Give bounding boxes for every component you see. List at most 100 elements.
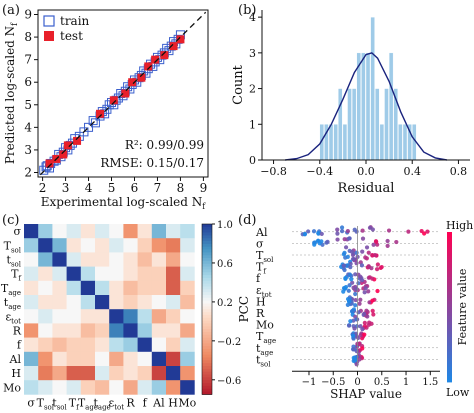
colorbar-segment (202, 229, 212, 233)
heatmap-cell (137, 266, 153, 282)
heatmap-cell (166, 238, 181, 253)
column-label: σ (27, 396, 35, 409)
feature-label: tage (256, 342, 273, 357)
feature-value-colorbar (447, 232, 452, 383)
heatmap-cell (95, 366, 110, 381)
y-tick-label: 1 (249, 118, 256, 131)
heatmap-cell (109, 337, 124, 353)
legend-marker-test (44, 31, 54, 41)
colorbar-segment (202, 320, 212, 324)
shap-dot (311, 229, 317, 234)
colorbar-segment (202, 323, 212, 327)
colorbar-segment (202, 366, 212, 370)
column-label: εtot (109, 396, 125, 411)
heatmap-cell (24, 380, 39, 395)
heatmap-cell (123, 295, 138, 310)
heatmap-cell (137, 238, 153, 253)
heatmap-cell (66, 366, 82, 381)
histogram-bar (375, 88, 380, 161)
colorbar-segment (202, 363, 212, 367)
train-point (90, 118, 100, 128)
metric-r2: R²: 0.99/0.99 (125, 138, 204, 152)
column-label: Tage (78, 396, 98, 411)
x-tick-label: 1 (403, 377, 409, 388)
histogram-bar (351, 88, 357, 161)
colorbar: 1.0 0.6 0.2 −0.2 −0.6 (201, 220, 241, 395)
x-tick-label: 0.8 (450, 165, 468, 178)
colorbar-segment (202, 380, 212, 384)
colorbar-segment (202, 371, 212, 375)
y-tick-label: 7 (24, 53, 32, 67)
heatmap-cell (137, 280, 153, 296)
shap-dot (343, 245, 349, 250)
colorbar-segment (202, 292, 212, 296)
row-label: Tsol (4, 239, 22, 254)
heatmap-cell (166, 323, 181, 338)
colorbar-segment (202, 243, 212, 248)
shap-dot (341, 289, 346, 294)
heatmap-cell (95, 224, 110, 239)
heatmap-cell (38, 366, 53, 381)
shap-dot (360, 236, 366, 241)
shap-dot (374, 267, 380, 272)
heatmap-cell (38, 380, 53, 395)
heatmap-cell (66, 295, 82, 310)
colorbar-segment (202, 252, 212, 256)
feature-label: Mo (256, 319, 274, 332)
shap-dot (358, 274, 363, 279)
heatmap-cell (109, 380, 124, 395)
x-tick-label: 3 (62, 181, 70, 195)
colorbar-segment (202, 309, 212, 313)
feature-label: f (256, 272, 261, 285)
shap-dot (341, 263, 347, 268)
x-tick-label: 8 (177, 181, 185, 195)
y-tick-label: 5 (24, 98, 32, 112)
test-point (121, 89, 130, 98)
shap-dot (370, 298, 375, 303)
colorbar-segment (202, 297, 212, 302)
colorbar-segment (202, 377, 212, 381)
heatmap-cell (80, 309, 96, 324)
heatmap-cell (38, 224, 53, 239)
shap-dot (353, 291, 358, 297)
shap-dot (406, 229, 411, 234)
train-point (79, 127, 89, 137)
colorbar-segment (202, 263, 212, 267)
histogram-bar (347, 88, 352, 161)
shap-dot (362, 290, 367, 295)
shap-dot (339, 225, 345, 230)
column-label: f (143, 396, 148, 409)
heatmap-cell (95, 266, 110, 282)
heatmap-cell (137, 351, 153, 367)
x-tick-label: 2 (39, 181, 47, 195)
shap-dot (371, 242, 376, 247)
heatmap-cell (151, 323, 167, 338)
colorbar-label: PCC (237, 296, 251, 322)
shap-dot (346, 288, 351, 293)
colorbar-segment (202, 266, 212, 270)
colorbar-segment (447, 286, 452, 290)
heatmap-cells (24, 224, 195, 395)
heatmap-cell (52, 224, 67, 239)
colorbar-segment (447, 325, 452, 329)
colorbar-segment (202, 312, 212, 316)
shap-dot (385, 238, 390, 244)
colorbar-segment (447, 253, 452, 257)
shap-dot (316, 231, 321, 236)
feature-labels: σσTsolTsoltsoltsolTfTfTageTagetagetageεt… (1, 225, 197, 411)
heatmap-cell (180, 351, 195, 367)
heatmap-cell (80, 351, 96, 367)
y-tick-label: 2 (249, 83, 256, 96)
colorbar-segment (202, 280, 212, 285)
heatmap-cell (24, 280, 39, 296)
heatmap-cell (38, 337, 53, 353)
shap-dot (347, 299, 352, 304)
test-point (151, 55, 160, 64)
heatmap-cell (80, 337, 96, 353)
shap-dot (302, 232, 308, 237)
shap-dot (345, 302, 350, 307)
y-axis-label: Count (231, 64, 246, 105)
colorbar-segment (202, 300, 212, 304)
heatmap-cell (80, 323, 96, 338)
heatmap-cell (137, 295, 153, 310)
